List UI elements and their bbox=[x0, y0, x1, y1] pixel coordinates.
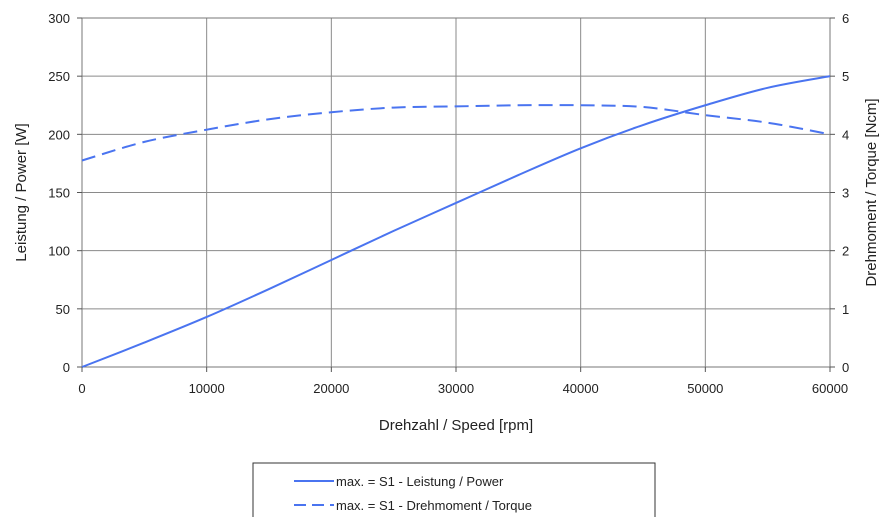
legend-box bbox=[252, 462, 656, 517]
right-y-tick-label: 4 bbox=[842, 127, 849, 142]
left-y-tick-label: 150 bbox=[48, 186, 70, 201]
right-y-tick-label: 1 bbox=[842, 302, 849, 317]
x-tick-label: 10000 bbox=[189, 381, 225, 396]
legend-label-power: max. = S1 - Leistung / Power bbox=[336, 474, 504, 489]
legend-label-torque: max. = S1 - Drehmoment / Torque bbox=[336, 498, 532, 513]
right-y-axis-label: Drehmoment / Torque [Ncm] bbox=[863, 98, 880, 286]
series-layer bbox=[81, 75, 831, 368]
right-y-tick-label: 6 bbox=[842, 11, 849, 26]
right-y-tick-label: 3 bbox=[842, 186, 849, 201]
x-tick-label: 60000 bbox=[812, 381, 848, 396]
right-y-tick-label: 0 bbox=[842, 360, 849, 375]
left-y-tick-label: 50 bbox=[56, 302, 70, 317]
x-tick-labels: 0 10000 20000 30000 40000 50000 60000 bbox=[78, 367, 848, 396]
x-tick-label: 0 bbox=[78, 381, 85, 396]
x-tick-label: 50000 bbox=[687, 381, 723, 396]
series-line-torque bbox=[81, 104, 831, 162]
left-y-axis-label: Leistung / Power [W] bbox=[13, 123, 30, 261]
right-y-tick-label: 2 bbox=[842, 244, 849, 259]
left-y-tick-label: 200 bbox=[48, 127, 70, 142]
x-tick-label: 40000 bbox=[563, 381, 599, 396]
left-y-tick-label: 300 bbox=[48, 11, 70, 26]
series-line-power bbox=[81, 75, 831, 368]
x-tick-label: 30000 bbox=[438, 381, 474, 396]
left-y-tick-label: 250 bbox=[48, 69, 70, 84]
right-y-tick-label: 5 bbox=[842, 69, 849, 84]
left-y-tick-label: 100 bbox=[48, 244, 70, 259]
grid bbox=[81, 17, 831, 368]
legend: max. = S1 - Leistung / Power max. = S1 -… bbox=[252, 462, 656, 517]
left-y-tick-labels: 0 50 100 150 200 250 300 bbox=[48, 11, 82, 375]
left-y-tick-label: 0 bbox=[63, 360, 70, 375]
x-axis-label: Drehzahl / Speed [rpm] bbox=[379, 417, 533, 434]
right-y-tick-labels: 0 1 2 3 4 5 6 bbox=[830, 11, 849, 375]
x-tick-label: 20000 bbox=[313, 381, 349, 396]
